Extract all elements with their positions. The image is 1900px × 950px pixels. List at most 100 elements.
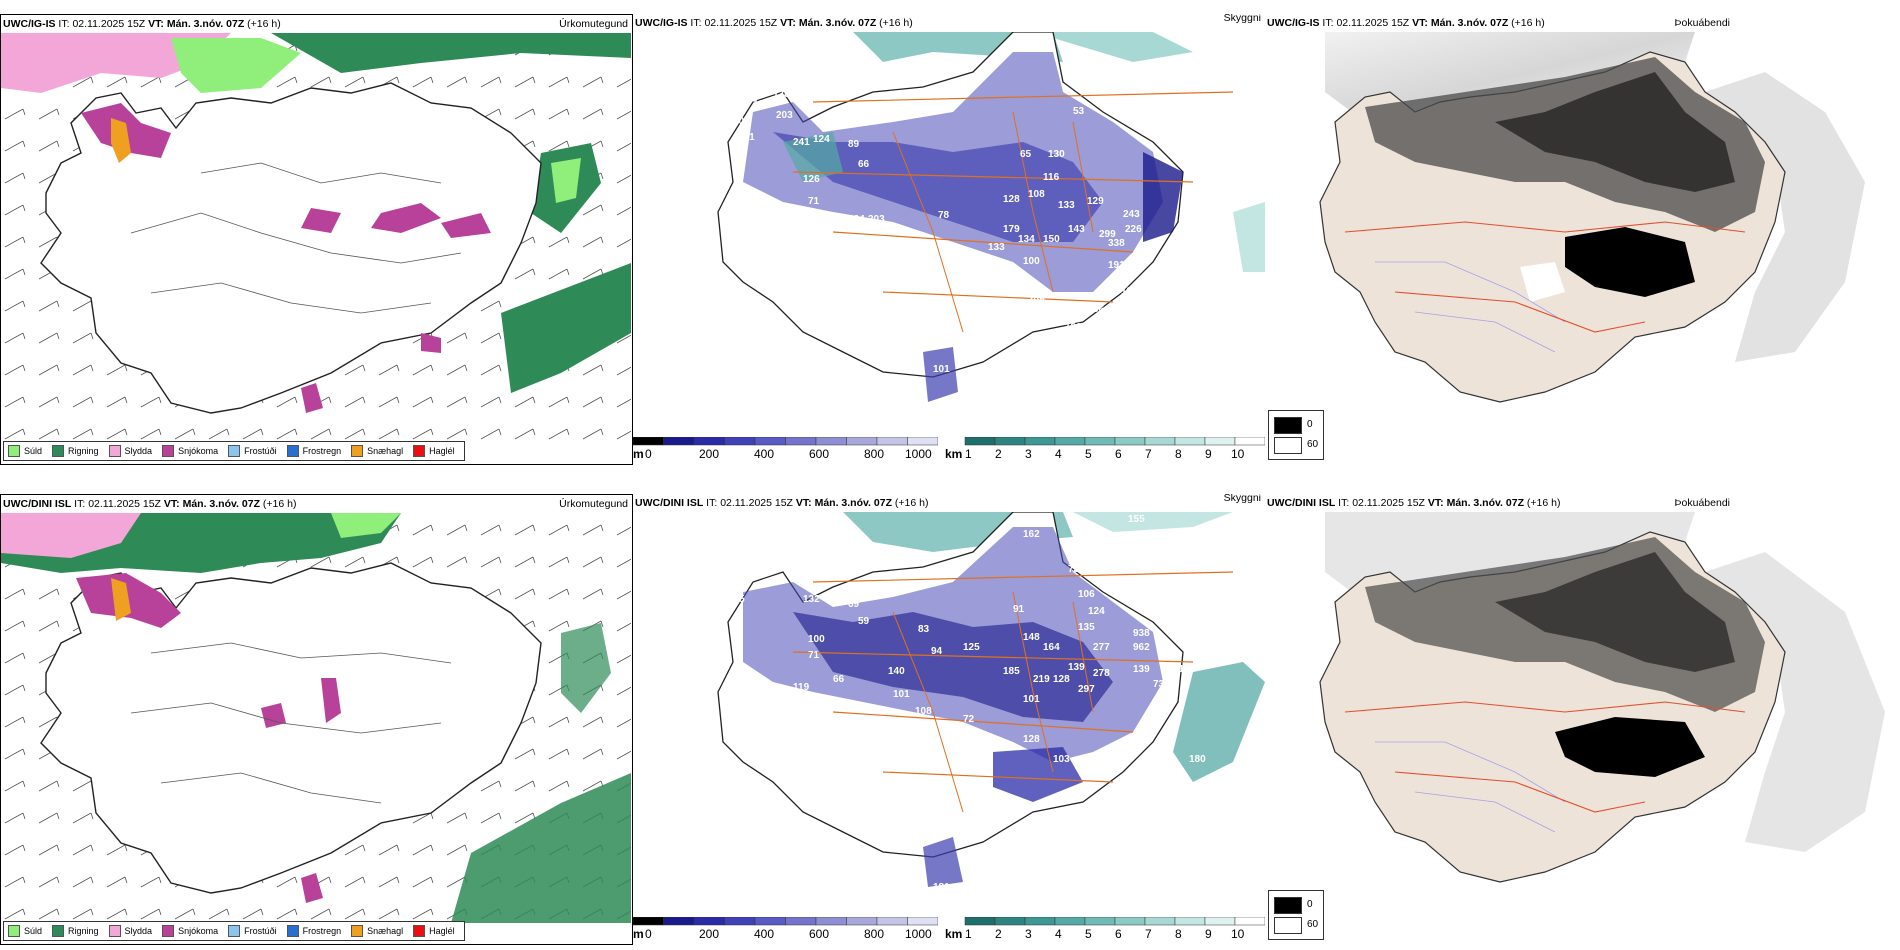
map-label: 124 [1088, 606, 1105, 617]
map-label: 59 [858, 616, 870, 627]
map-label: 162 [878, 724, 895, 735]
panel-title: Þokuábendi [1674, 17, 1730, 29]
map-label: 139 [1133, 664, 1150, 675]
cloudbase-colorbar-scale [633, 917, 938, 926]
colorbar-tick: 0 [645, 927, 652, 941]
map-label: 133 [988, 242, 1005, 253]
fog-legend-high-swatch [1274, 917, 1302, 934]
colorbar-tick: 8 [1175, 447, 1182, 461]
cloud-map: 162 155 111 73 106 124 135 136 105 162 1… [703, 512, 1265, 893]
fog-legend-row2: 0 60 [1268, 890, 1324, 940]
map-label: 179 [1003, 224, 1020, 235]
map-label: 162 [758, 564, 775, 575]
map-label: 129 [1087, 196, 1104, 207]
legend-item: Súld [8, 445, 42, 457]
colorbar-tick: 1000 [905, 927, 932, 941]
map-label: 80 [921, 264, 933, 275]
colorbar-tick: 9 [1205, 447, 1212, 461]
colorbar-unit: m [633, 927, 644, 941]
legend-item: Slydda [108, 925, 152, 937]
colorbar-tick: 200 [699, 927, 720, 941]
legend-item: Snæhagl [351, 925, 403, 937]
panel-title: Úrkomutegund [559, 498, 628, 510]
fog-map [1265, 512, 1900, 922]
map-label: 71 [808, 650, 820, 661]
map-label: 138 [773, 89, 790, 100]
map-label: 938 [1133, 628, 1150, 639]
colorbar-tick: 4 [1055, 447, 1062, 461]
map-label: 56 [1183, 196, 1195, 207]
map-label: 128 [1023, 734, 1040, 745]
map-label: 128 [1003, 194, 1020, 205]
map-label: 135 [1078, 622, 1095, 633]
legend-item: Slydda [108, 445, 152, 457]
map-label: 111 [1073, 539, 1089, 550]
map-label: 40 [1183, 242, 1195, 253]
colorbar-tick: 1 [965, 447, 972, 461]
colorbar-tick: 3 [1025, 447, 1032, 461]
colorbar-tick: 5 [1085, 927, 1092, 941]
panel-header: UWC/DINI ISL IT: 02.11.2025 15Z VT: Mán.… [635, 497, 929, 509]
map-label: 180 [1189, 754, 1206, 765]
map-label: 133 [1058, 200, 1075, 211]
map-label: 99 [1201, 650, 1213, 661]
colorbar-tick: 200 [699, 447, 720, 461]
cloudbase-colorbar-scale [633, 437, 938, 446]
fog-panel-row2: UWC/DINI ISL IT: 02.11.2025 15Z VT: Mán.… [1265, 494, 1900, 945]
panel-header: UWC/IG-IS IT: 02.11.2025 15Z VT: Mán. 3.… [635, 17, 913, 29]
map-label: 140 [888, 666, 905, 677]
map-label: 86 [1093, 304, 1105, 315]
colorbar-tick: 7 [1145, 447, 1152, 461]
map-label: 65 [1020, 149, 1032, 160]
legend-item: Rigning [52, 445, 99, 457]
map-label: 83 [918, 624, 930, 635]
visibility-colorbar-scale [964, 917, 1265, 926]
colorbar-tick: 6 [1115, 447, 1122, 461]
map-label: 78 [938, 210, 950, 221]
legend-item: Snjókoma [162, 445, 218, 457]
map-label: 132 [803, 594, 820, 605]
legend-item: Frostúði [228, 925, 277, 937]
cloud-map: 93 96 53 112 116 138 203 241 124 307 161… [717, 32, 1265, 415]
map-label: 106 [1078, 589, 1095, 600]
map-label: 72 [898, 256, 910, 267]
map-label: 108 [915, 706, 932, 717]
map-label: 119 [793, 682, 810, 693]
map-label: 116 [1043, 172, 1060, 183]
map-label: 181 [933, 882, 950, 893]
colorbar-tick: 2 [995, 927, 1002, 941]
map-label: 96 [1083, 76, 1095, 87]
map-label: 69 [848, 599, 860, 610]
colorbar-unit: m [633, 447, 644, 461]
map-label: 158 [793, 221, 810, 232]
legend-item: Haglél [413, 445, 455, 457]
colorbar-tick: 3 [1025, 927, 1032, 941]
colorbar-tick: 5 [1085, 447, 1092, 461]
map-label: 100 [1023, 256, 1040, 267]
fog-legend-high-label: 60 [1307, 919, 1319, 930]
legend-item: Snæhagl [351, 445, 403, 457]
colorbar-tick: 2 [995, 447, 1002, 461]
legend-item: Súld [8, 925, 42, 937]
map-label: 101 [933, 364, 950, 375]
panel-title: Skyggni [1223, 14, 1261, 24]
colorbar-tick: 400 [754, 927, 775, 941]
map-label: 52 [1161, 292, 1173, 303]
legend-item: Snjókoma [162, 925, 218, 937]
map-label: 241 [793, 137, 810, 148]
map-label: 53 [1073, 106, 1085, 117]
map-label: 37 [891, 276, 903, 287]
colorbar-tick: 800 [864, 447, 885, 461]
map-label: 120 [1065, 322, 1082, 333]
colorbar-tick: 1000 [905, 447, 932, 461]
map-label: 68 [828, 232, 840, 243]
map-label: 86 [1173, 616, 1185, 627]
map-label: 185 [1003, 666, 1020, 677]
colorbar-tick: 6 [1115, 927, 1122, 941]
precip-legend: Súld Rigning Slydda Snjókoma Frostúði Fr… [3, 441, 465, 461]
legend-item: Frostregn [286, 445, 341, 457]
legend-item: Frostúði [228, 445, 277, 457]
map-label: 136 [733, 544, 750, 555]
map-label: 203 [868, 214, 885, 225]
colorbar-tick: 10 [1231, 927, 1245, 941]
